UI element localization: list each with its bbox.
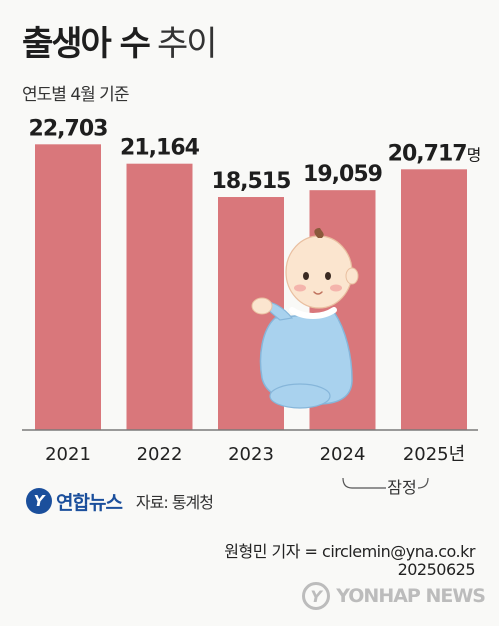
value-label-3: 19,059 <box>303 162 382 187</box>
value-label-4: 20,717명 <box>388 141 481 166</box>
value-label-0: 22,703 <box>29 116 108 141</box>
bar-4 <box>401 169 467 430</box>
publish-date: 20250625 <box>397 560 476 579</box>
baby-icon <box>251 228 359 409</box>
source-logo-text: 연합뉴스 <box>56 491 123 514</box>
chart-title: 출생아 수 추이 <box>22 16 218 65</box>
title-bold: 출생아 수 <box>22 24 151 64</box>
bar-1 <box>126 163 193 430</box>
value-label-2: 18,515 <box>212 169 291 194</box>
category-label-4: 2025년 <box>403 444 465 465</box>
annotation-provisional: 잠정 <box>387 478 416 497</box>
credit-row: Y 연합뉴스 자료: 통계청 <box>26 486 214 516</box>
watermark-logo-icon: Y <box>302 582 331 610</box>
bar-0 <box>35 144 101 430</box>
category-label-3: 2024 <box>320 444 366 465</box>
chart-subtitle: 연도별 4월 기준 <box>22 85 129 105</box>
watermark-text: YONHAP NEWS <box>336 585 486 607</box>
reporter-credit: 원형민 기자 = circlemin@yna.co.kr <box>224 542 475 561</box>
unit-label: 명 <box>467 145 481 164</box>
category-label-0: 2021 <box>45 444 91 465</box>
title-light: 추이 <box>156 24 218 64</box>
watermark: Y YONHAP NEWS <box>302 582 486 610</box>
value-label-1: 21,164 <box>120 136 200 161</box>
category-label-2: 2023 <box>228 444 274 465</box>
source-text: 자료: 통계청 <box>135 493 214 512</box>
annotation-bracket-left <box>342 477 386 489</box>
annotation-bracket-right <box>417 477 429 489</box>
yonhap-logo-icon: Y <box>26 488 52 514</box>
category-label-1: 2022 <box>137 444 183 465</box>
